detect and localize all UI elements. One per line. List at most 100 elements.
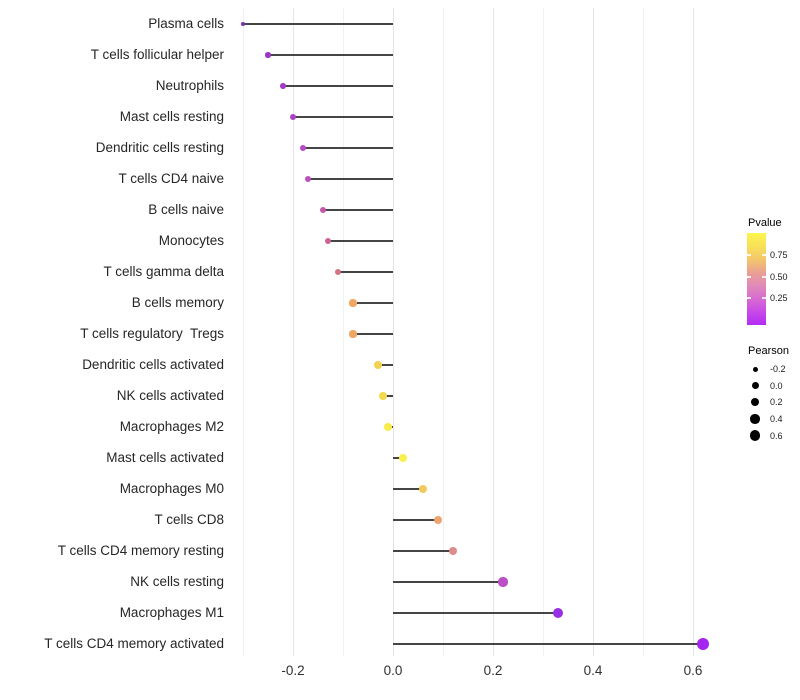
pvalue-colorbar (747, 233, 766, 325)
gridline-major (593, 8, 594, 656)
y-axis-label: B cells naive (148, 202, 224, 217)
lollipop-point (349, 299, 357, 307)
x-axis-tick-label: -0.2 (281, 663, 305, 678)
y-axis-label: T cells CD4 naive (118, 171, 224, 186)
colorbar-tick-label: 0.75 (770, 250, 788, 260)
pearson-legend-dot (750, 414, 760, 424)
y-axis-label: T cells CD8 (154, 512, 224, 527)
pearson-legend-label: 0.2 (770, 397, 783, 408)
lollipop-stem (323, 209, 393, 211)
y-axis-label: T cells CD4 memory activated (44, 636, 224, 651)
y-axis-label: Dendritic cells activated (82, 357, 224, 372)
x-axis-tick-label: 0.4 (583, 663, 603, 678)
x-axis-tick-label: 0.2 (483, 663, 503, 678)
lollipop-stem (393, 488, 423, 490)
lollipop-point (349, 330, 357, 338)
lollipop-stem (338, 271, 393, 273)
lollipop-stem (393, 457, 403, 459)
lollipop-point (265, 52, 271, 58)
lollipop-stem (308, 178, 393, 180)
pearson-legend-label: -0.2 (770, 364, 786, 374)
colorbar-tick (747, 276, 751, 278)
lollipop-stem (383, 395, 393, 397)
lollipop-point (379, 392, 387, 400)
lollipop-point (498, 577, 508, 587)
y-axis-label: T cells follicular helper (90, 47, 224, 62)
lollipop-point (324, 237, 332, 245)
y-axis-label: NK cells resting (130, 574, 224, 589)
gridline-minor (343, 8, 344, 656)
gridline-major (393, 8, 394, 656)
colorbar-tick (747, 254, 751, 256)
colorbar-tick (762, 297, 766, 299)
legend-pvalue-title: Pvalue (748, 217, 782, 229)
lollipop-stem (328, 240, 393, 242)
gridline-minor (643, 8, 644, 656)
pearson-legend-dot (752, 366, 758, 372)
lollipop-point (319, 206, 327, 214)
lollipop-point (384, 423, 392, 431)
y-axis-label: T cells regulatory Tregs (80, 326, 224, 341)
pearson-legend-dot (749, 430, 761, 442)
colorbar-tick (747, 297, 751, 299)
x-axis-tick-label: 0.6 (683, 663, 703, 678)
lollipop-point (304, 175, 312, 183)
lollipop-stem (293, 116, 393, 118)
lollipop-stem (268, 54, 393, 56)
lollipop-stem (378, 364, 393, 366)
y-axis-label: T cells CD4 memory resting (57, 543, 224, 558)
lollipop-point (697, 638, 709, 650)
y-axis-label: T cells gamma delta (103, 264, 224, 279)
x-axis-tick-label: 0.0 (383, 663, 403, 678)
lollipop-point (290, 114, 296, 120)
lollipop-point (334, 268, 342, 276)
lollipop-stem (393, 550, 453, 552)
lollipop-stem (283, 85, 393, 87)
lollipop-point (374, 361, 382, 369)
lollipop-point (553, 608, 563, 618)
lollipop-stem (393, 519, 438, 521)
lollipop-point (448, 546, 458, 556)
lollipop-point (240, 21, 246, 27)
lollipop-point (419, 485, 427, 493)
y-axis-label: Neutrophils (155, 78, 224, 93)
lollipop-stem (303, 147, 393, 149)
gridline-major (693, 8, 694, 656)
y-axis-label: Macrophages M0 (119, 481, 224, 496)
gridline-major (293, 8, 294, 656)
lollipop-stem (393, 643, 703, 645)
gridline-minor (543, 8, 544, 656)
y-axis-label: NK cells activated (116, 388, 224, 403)
lollipop-point (433, 515, 443, 525)
colorbar-tick-label: 0.50 (770, 272, 788, 282)
legend-pearson-title: Pearson (748, 345, 789, 357)
y-axis-label: Plasma cells (148, 16, 224, 31)
lollipop-stem (243, 23, 393, 25)
y-axis-label: Macrophages M2 (119, 419, 224, 434)
colorbar-tick (762, 254, 766, 256)
y-axis-label: Macrophages M1 (119, 605, 224, 620)
pearson-legend-dot (751, 398, 759, 407)
lollipop-point (280, 83, 286, 89)
lollipop-stem (393, 612, 558, 614)
lollipop-point (399, 454, 407, 462)
pearson-legend-label: 0.4 (770, 414, 783, 425)
lollipop-point (299, 144, 307, 152)
pearson-legend-label: 0.6 (770, 430, 783, 441)
y-axis-label: B cells memory (131, 295, 224, 310)
lollipop-stem (353, 302, 393, 304)
pearson-legend-label: 0.0 (770, 380, 783, 391)
lollipop-stem (353, 333, 393, 335)
colorbar-tick-label: 0.25 (770, 293, 788, 303)
y-axis-label: Mast cells resting (119, 109, 224, 124)
gridline-major (493, 8, 494, 656)
gridline-minor (243, 8, 244, 656)
y-axis-label: Mast cells activated (106, 450, 224, 465)
y-axis-label: Monocytes (158, 233, 224, 248)
gridline-minor (443, 8, 444, 656)
colorbar-tick (762, 276, 766, 278)
pearson-legend-dot (751, 382, 759, 390)
lollipop-stem (393, 581, 503, 583)
y-axis-label: Dendritic cells resting (95, 140, 224, 155)
